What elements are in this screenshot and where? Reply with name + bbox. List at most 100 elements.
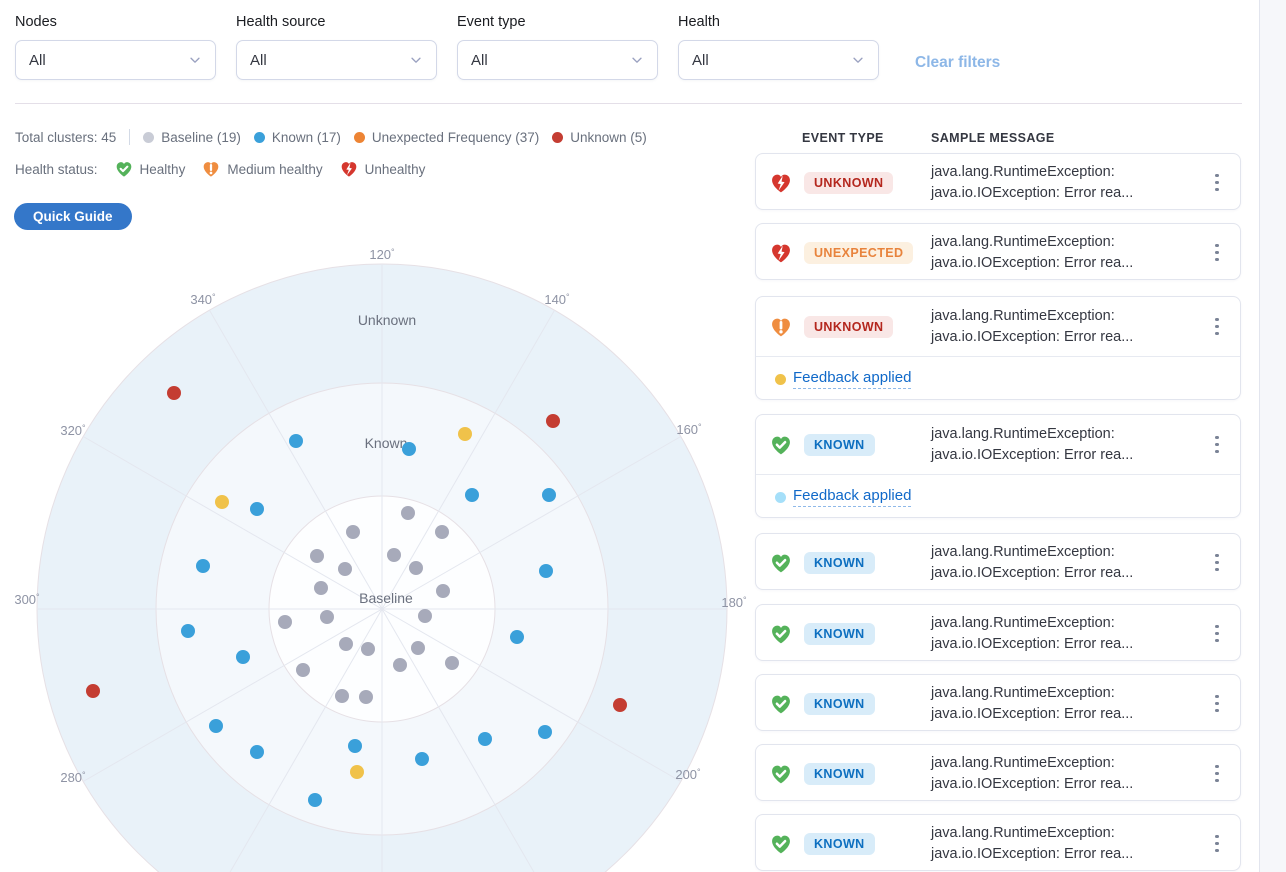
- row-actions-button[interactable]: [1204, 828, 1230, 860]
- healthy-heart-icon: [772, 436, 790, 454]
- cluster-point[interactable]: [465, 488, 479, 502]
- cluster-point[interactable]: [411, 641, 425, 655]
- cluster-point[interactable]: [314, 581, 328, 595]
- column-header-event-type: EVENT TYPE: [802, 131, 884, 145]
- sample-message: java.lang.RuntimeException: java.io.IOExc…: [931, 306, 1199, 348]
- health-legend-label: Healthy: [139, 161, 186, 177]
- cluster-point[interactable]: [359, 690, 373, 704]
- filter-select-event-type[interactable]: All: [457, 40, 658, 80]
- chevron-down-icon: [632, 57, 642, 63]
- row-actions-button[interactable]: [1204, 311, 1230, 343]
- row-actions-button[interactable]: [1204, 547, 1230, 579]
- filter-label-nodes: Nodes: [15, 14, 57, 30]
- cluster-point[interactable]: [250, 502, 264, 516]
- cluster-point[interactable]: [346, 525, 360, 539]
- row-actions-button[interactable]: [1204, 429, 1230, 461]
- cluster-point[interactable]: [236, 650, 250, 664]
- event-row: KNOWN java.lang.RuntimeException: java.io.…: [755, 674, 1241, 731]
- cluster-point[interactable]: [310, 549, 324, 563]
- series-known: [181, 434, 556, 807]
- sample-message-line2: java.io.IOException: Error rea...: [931, 775, 1134, 792]
- cluster-point[interactable]: [338, 562, 352, 576]
- cluster-point[interactable]: [415, 752, 429, 766]
- kebab-dot: [1215, 187, 1219, 192]
- filter-event-type: Event type All: [457, 14, 658, 80]
- cluster-point[interactable]: [539, 564, 553, 578]
- kebab-dot: [1215, 624, 1219, 629]
- svg-text:340°: 340°: [190, 292, 216, 307]
- cluster-point[interactable]: [339, 637, 353, 651]
- panel-divider: [1259, 0, 1260, 872]
- cluster-point[interactable]: [320, 610, 334, 624]
- clear-filters-link[interactable]: Clear filters: [915, 54, 1001, 71]
- cluster-point[interactable]: [538, 725, 552, 739]
- feedback-applied-link[interactable]: Feedback applied: [793, 369, 912, 389]
- sample-message-line1: java.lang.RuntimeException:: [931, 425, 1115, 442]
- kebab-dot: [1215, 180, 1219, 185]
- cluster-point[interactable]: [402, 442, 416, 456]
- legend-separator: [129, 129, 131, 145]
- event-type-badge: UNKNOWN: [804, 315, 894, 338]
- cluster-point[interactable]: [445, 656, 459, 670]
- filter-select-nodes[interactable]: All: [15, 40, 216, 80]
- filter-select-health[interactable]: All: [678, 40, 879, 80]
- row-actions-button[interactable]: [1204, 237, 1230, 269]
- filter-health: Health All: [678, 14, 879, 80]
- row-actions-button[interactable]: [1204, 758, 1230, 790]
- cluster-point[interactable]: [361, 642, 375, 656]
- sample-message-line1: java.lang.RuntimeException:: [931, 163, 1115, 180]
- cluster-point[interactable]: [181, 624, 195, 638]
- row-actions-button[interactable]: [1204, 618, 1230, 650]
- filter-value-event-type: All: [471, 51, 488, 69]
- cluster-point[interactable]: [510, 630, 524, 644]
- column-header-sample-message: SAMPLE MESSAGE: [931, 131, 1055, 145]
- cluster-point[interactable]: [196, 559, 210, 573]
- health-legend-item: Healthy: [115, 160, 186, 178]
- cluster-point[interactable]: [86, 684, 100, 698]
- kebab-dot: [1215, 243, 1219, 248]
- cluster-point[interactable]: [435, 525, 449, 539]
- cluster-point[interactable]: [167, 386, 181, 400]
- cluster-point[interactable]: [335, 689, 349, 703]
- sample-message: java.lang.RuntimeException: java.io.IOExc…: [931, 542, 1199, 584]
- sample-message-line1: java.lang.RuntimeException:: [931, 684, 1115, 701]
- filter-select-health-source[interactable]: All: [236, 40, 437, 80]
- cluster-point[interactable]: [613, 698, 627, 712]
- sample-message-line1: java.lang.RuntimeException:: [931, 233, 1115, 250]
- cluster-point[interactable]: [418, 609, 432, 623]
- cluster-point[interactable]: [209, 719, 223, 733]
- event-type-badge: KNOWN: [804, 832, 875, 855]
- sample-message-line2: java.io.IOException: Error rea...: [931, 564, 1134, 581]
- row-actions-button[interactable]: [1204, 167, 1230, 199]
- svg-text:Unknown: Unknown: [358, 312, 416, 328]
- row-actions-button[interactable]: [1204, 688, 1230, 720]
- cluster-point[interactable]: [436, 584, 450, 598]
- cluster-point[interactable]: [387, 548, 401, 562]
- sample-message-line1: java.lang.RuntimeException:: [931, 754, 1115, 771]
- series-baseline: [278, 506, 459, 704]
- cluster-point[interactable]: [542, 488, 556, 502]
- cluster-point[interactable]: [458, 427, 472, 441]
- cluster-point[interactable]: [393, 658, 407, 672]
- event-row: KNOWN java.lang.RuntimeException: java.io.…: [755, 814, 1241, 871]
- cluster-point[interactable]: [289, 434, 303, 448]
- cluster-point[interactable]: [250, 745, 264, 759]
- cluster-point[interactable]: [350, 765, 364, 779]
- cluster-point[interactable]: [296, 663, 310, 677]
- feedback-applied-link[interactable]: Feedback applied: [793, 487, 912, 507]
- cluster-point[interactable]: [409, 561, 423, 575]
- cluster-point[interactable]: [348, 739, 362, 753]
- cluster-point[interactable]: [546, 414, 560, 428]
- cluster-point[interactable]: [278, 615, 292, 629]
- healthy-heart-icon: [772, 554, 790, 572]
- event-row-main: KNOWN java.lang.RuntimeException: java.io.…: [756, 815, 1240, 872]
- cluster-point[interactable]: [308, 793, 322, 807]
- event-type-badge: UNEXPECTED: [804, 241, 914, 264]
- cluster-point[interactable]: [478, 732, 492, 746]
- quick-guide-button[interactable]: Quick Guide: [14, 203, 132, 230]
- polar-grid: [36, 263, 728, 872]
- cluster-point[interactable]: [401, 506, 415, 520]
- cluster-legend-label: Unexpected Frequency (37): [371, 129, 540, 145]
- filter-value-health: All: [692, 51, 709, 69]
- cluster-point[interactable]: [215, 495, 229, 509]
